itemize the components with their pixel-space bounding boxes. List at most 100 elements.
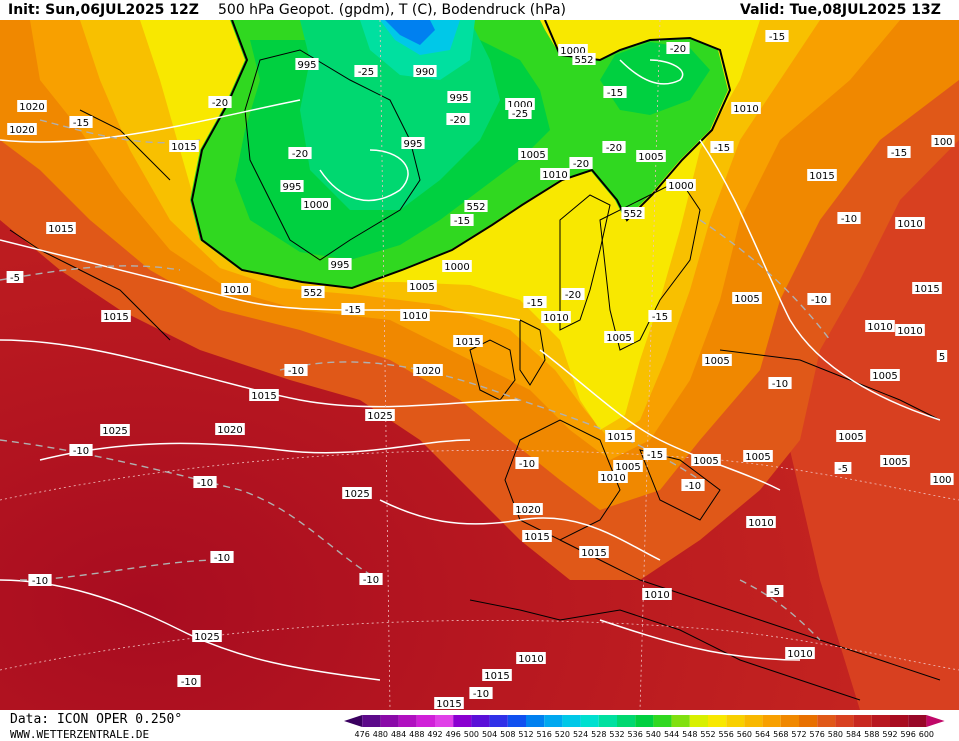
isobar-label-box [912,282,942,294]
isobar-label-text: 1015 [581,548,606,559]
isobar-label-box [604,331,634,343]
isobar-label-text: 1015 [914,284,939,295]
isobar-label-box [666,179,696,191]
colorbar-swatch [344,715,363,727]
isobar-label: 1005 [870,369,900,382]
colorbar-tick-label: 504 [482,730,497,739]
isotherm-label-box [284,364,308,376]
isobar-label-box [464,200,488,212]
isobar-label: 1015 [522,530,552,543]
isobar-label-text: 1020 [515,505,540,516]
isobar-label: 1005 [636,150,666,163]
isobar-label: 1025 [365,409,395,422]
isotherm-label-text: -15 [652,312,668,323]
colorbar-tick-label: 520 [555,730,570,739]
colorbar-swatch [780,715,799,727]
isotherm-label-box [807,293,831,305]
isobar-label-box [895,324,925,336]
colorbar-tick-label: 532 [609,730,624,739]
isotherm-label-text: -10 [32,576,48,587]
isobar-label-text: 100 [932,475,951,486]
isobar-label-box [865,320,895,332]
isobar-label: 1020 [413,364,443,377]
colorbar-tick-label: 560 [737,730,752,739]
colorbar-swatch [890,715,909,727]
colorbar-tick-label: 548 [682,730,697,739]
isotherm-label: -10 [284,364,308,377]
isotherm-label-text: -10 [214,553,230,564]
isotherm-label: -10 [177,675,201,688]
isobar-label: 1010 [221,283,251,296]
isobar-label-box [516,652,546,664]
isotherm-label-box [69,116,93,128]
isobar-label: 995 [328,258,352,271]
isobar-label-text: 1020 [217,425,242,436]
isotherm-label: -5 [834,462,852,475]
map-footer: Data: ICON OPER 0.250° WWW.WETTERZENTRAL… [0,710,959,741]
isobar-label: 1005 [604,331,634,344]
isotherm-label: -15 [648,310,672,323]
colorbar-tick-label: 552 [700,730,715,739]
colorbar-tick-label: 588 [864,730,879,739]
isotherm-label: -10 [807,293,831,306]
isobar-label: 995 [295,58,319,71]
isotherm-label: -10 [837,212,861,225]
isotherm-label-box [177,675,201,687]
isobar-label: 1025 [192,630,222,643]
isobar-label-box [836,430,866,442]
colorbar-tick-label: 544 [664,730,679,739]
isobar-label-box [895,217,925,229]
isobar-label-box [870,369,900,381]
colorbar-swatch [835,715,854,727]
trough-east-inner [600,42,710,115]
map-title: 500 hPa Geopot. (gpdm), T (C), Bodendruc… [218,2,566,18]
isotherm-label: -20 [561,288,585,301]
isobar-label: 995 [447,91,471,104]
isotherm-label-box [766,585,784,597]
isotherm-label-text: -10 [197,478,213,489]
isotherm-label-text: -5 [770,587,780,598]
isobar-label: 1015 [169,140,199,153]
colorbar-swatch [580,715,599,727]
isobar-label-text: 995 [297,60,316,71]
isobar-label-box [541,311,571,323]
isobar-label-box [598,471,628,483]
isobar-label: 1015 [482,669,512,682]
isobar-label-box [731,102,761,114]
isotherm-label-box [648,310,672,322]
isobar-label: 1020 [17,100,47,113]
colorbar-swatch [926,715,945,727]
isobar-label-text: 1015 [103,312,128,323]
isotherm-label: -15 [887,146,911,159]
isotherm-label-text: -5 [838,464,848,475]
isotherm-label-text: 5 [939,352,945,363]
isobar-label: 1010 [516,652,546,665]
colorbar-tick-label: 496 [446,730,461,739]
isobar-label: 1015 [912,282,942,295]
isotherm-label-box [936,350,948,362]
isobar-label-text: 1005 [409,282,434,293]
isobar-label-box [400,309,430,321]
colorbar-swatch [453,715,472,727]
isotherm-label: -20 [569,157,593,170]
colorbar-tick-label: 584 [846,730,861,739]
isobar-label-text: 1005 [520,150,545,161]
isotherm-label-text: -20 [292,149,308,160]
isobar-label-text: 990 [415,67,434,78]
isobar-label: 552 [301,286,325,299]
isobar-label: 552 [572,53,596,66]
isobar-label-text: 1010 [733,104,758,115]
isotherm-label-box [681,479,705,491]
isobar-label-text: 1005 [882,457,907,468]
isotherm-label: -10 [768,377,792,390]
colorbar-tick-label: 564 [755,730,770,739]
isobar-label: 552 [621,207,645,220]
isobar-label: 1010 [895,217,925,230]
isobar-label-text: 1020 [19,102,44,113]
isobar-label: 1010 [541,311,571,324]
isotherm-label-text: -20 [212,98,228,109]
isobar-label-text: 1010 [748,518,773,529]
colorbar-swatch [544,715,563,727]
isobar-label: 1015 [434,697,464,710]
